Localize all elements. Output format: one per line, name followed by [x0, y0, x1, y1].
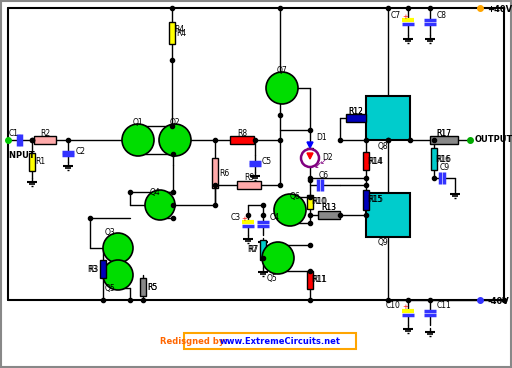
Text: R13: R13	[322, 204, 336, 212]
Text: +: +	[241, 216, 247, 222]
Bar	[318, 211, 340, 219]
Polygon shape	[307, 142, 313, 148]
Text: OUTPUT: OUTPUT	[475, 135, 512, 145]
Bar	[169, 22, 175, 44]
Bar	[366, 96, 410, 140]
Text: C2: C2	[76, 148, 86, 156]
Text: Q5: Q5	[104, 283, 115, 293]
Text: R4: R4	[174, 25, 184, 33]
Text: R7: R7	[248, 245, 258, 255]
Text: ↙: ↙	[314, 160, 322, 170]
Text: C5: C5	[262, 156, 272, 166]
Text: R17: R17	[437, 128, 452, 138]
Text: D2: D2	[322, 153, 333, 163]
Text: R11: R11	[312, 276, 327, 284]
Text: Q3: Q3	[104, 229, 115, 237]
Text: C8: C8	[437, 11, 447, 21]
Text: R3: R3	[88, 265, 98, 273]
Circle shape	[122, 124, 154, 156]
Text: C10: C10	[386, 301, 401, 309]
Text: R7: R7	[247, 245, 257, 255]
Bar	[430, 136, 458, 144]
Circle shape	[159, 124, 191, 156]
Text: +: +	[402, 14, 408, 20]
Text: C1: C1	[9, 128, 19, 138]
Bar	[230, 136, 254, 144]
Text: R10: R10	[312, 198, 328, 206]
Circle shape	[266, 72, 298, 104]
Text: C4: C4	[270, 213, 280, 223]
Bar	[363, 190, 369, 210]
Text: Q6: Q6	[290, 192, 301, 202]
Circle shape	[103, 260, 133, 290]
Text: R2: R2	[40, 128, 50, 138]
Bar	[307, 195, 313, 209]
Text: C9: C9	[440, 163, 450, 173]
Bar	[237, 181, 261, 189]
Bar	[307, 271, 313, 289]
Text: C3: C3	[231, 213, 241, 223]
Text: -40V: -40V	[487, 297, 509, 305]
Polygon shape	[307, 153, 313, 159]
Text: R8: R8	[237, 128, 247, 138]
Circle shape	[274, 194, 306, 226]
Text: ↙: ↙	[319, 158, 327, 166]
Text: C7: C7	[391, 11, 401, 21]
Text: Q1: Q1	[133, 117, 143, 127]
Circle shape	[262, 242, 294, 274]
Text: R10: R10	[311, 198, 327, 206]
Text: R5: R5	[147, 283, 157, 291]
Text: R12: R12	[349, 106, 364, 116]
Text: +40V: +40V	[487, 4, 512, 14]
Text: R6: R6	[219, 169, 229, 177]
Text: Q7: Q7	[276, 66, 287, 74]
Text: R12: R12	[349, 106, 364, 116]
Text: C6: C6	[319, 171, 329, 180]
Text: www.ExtremeCircuits.net: www.ExtremeCircuits.net	[220, 336, 340, 346]
Bar	[260, 240, 266, 260]
Text: R5: R5	[147, 283, 157, 291]
FancyBboxPatch shape	[184, 333, 356, 349]
Bar	[366, 193, 410, 237]
Text: R16: R16	[436, 155, 451, 163]
Bar	[29, 153, 35, 171]
Bar	[346, 114, 366, 122]
Text: Q9: Q9	[378, 238, 389, 248]
Circle shape	[103, 233, 133, 263]
Bar	[100, 260, 106, 278]
Bar	[363, 152, 369, 170]
Text: R3: R3	[88, 265, 98, 273]
Bar	[431, 148, 437, 170]
Text: R9: R9	[244, 173, 254, 183]
Circle shape	[145, 190, 175, 220]
Text: R14: R14	[368, 156, 382, 166]
Text: R17: R17	[437, 128, 452, 138]
Text: Q2: Q2	[169, 117, 180, 127]
Text: Redisgned by:: Redisgned by:	[160, 336, 230, 346]
Circle shape	[301, 149, 319, 167]
Text: C11: C11	[437, 301, 452, 309]
Text: R4: R4	[176, 28, 186, 38]
Text: +: +	[402, 304, 408, 310]
Text: R11: R11	[312, 276, 328, 284]
Bar	[212, 158, 218, 188]
Bar	[140, 278, 146, 296]
Text: Q5: Q5	[267, 273, 278, 283]
Text: D1: D1	[316, 134, 327, 142]
Text: Q8: Q8	[378, 142, 388, 151]
Text: INPUT: INPUT	[6, 151, 35, 159]
Text: Q4: Q4	[150, 188, 160, 198]
Text: R15: R15	[368, 195, 382, 205]
Text: R1: R1	[35, 158, 45, 166]
Text: R15: R15	[369, 195, 383, 205]
Text: R16: R16	[437, 155, 452, 163]
Text: R14: R14	[369, 156, 383, 166]
Text: R13: R13	[322, 204, 336, 212]
Bar	[34, 136, 56, 144]
